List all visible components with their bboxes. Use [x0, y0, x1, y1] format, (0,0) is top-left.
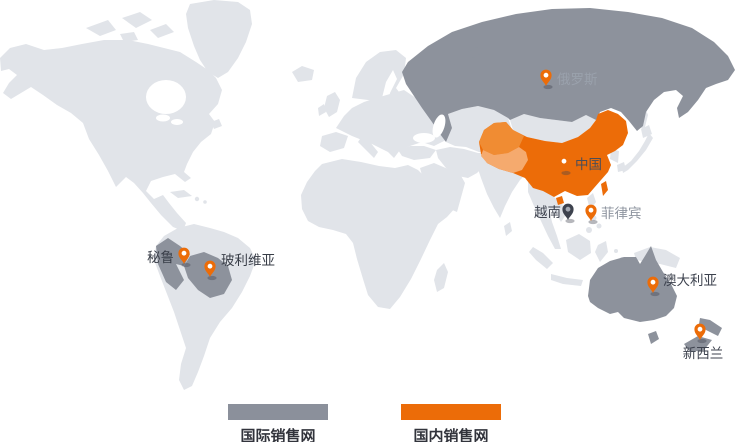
label-vietnam: 越南	[534, 205, 561, 220]
japan-honshu	[622, 133, 653, 173]
scandinavia	[352, 50, 406, 104]
mongolia	[510, 114, 596, 143]
caspian-sea	[432, 114, 446, 138]
novaya-zemlya	[448, 53, 465, 65]
borneo	[566, 234, 591, 260]
label-russia: 俄罗斯	[557, 72, 598, 87]
hainan	[556, 196, 564, 205]
iran-region	[436, 147, 488, 178]
arabia	[420, 163, 465, 212]
ireland	[318, 104, 326, 116]
continent-south-america	[154, 224, 256, 390]
label-australia: 澳大利亚	[663, 273, 717, 288]
turkey	[398, 146, 436, 160]
label-bolivia: 玻利维亚	[221, 253, 275, 268]
korea	[610, 149, 619, 163]
java	[551, 274, 583, 286]
iberia	[320, 132, 348, 152]
country-bolivia	[184, 252, 232, 298]
sulawesi	[595, 241, 608, 262]
hudson-bay	[146, 80, 186, 114]
country-russia	[402, 8, 735, 142]
great-lakes	[156, 114, 170, 122]
continent-africa	[301, 159, 456, 309]
iceland	[292, 66, 314, 82]
greenland	[186, 0, 252, 78]
new-guinea	[634, 247, 680, 268]
indochina	[528, 178, 567, 249]
black-sea	[413, 133, 435, 143]
cuba	[170, 190, 192, 198]
pin-philippines[interactable]	[585, 204, 598, 225]
label-philippines: 菲律宾	[601, 206, 642, 221]
italy	[358, 136, 378, 158]
madagascar	[434, 263, 448, 292]
pin-vietnam[interactable]	[562, 203, 575, 224]
country-australia	[588, 246, 677, 322]
label-peru: 秘鲁	[147, 250, 174, 265]
label-china: 中国	[575, 157, 602, 172]
label-new-zealand: 新西兰	[683, 346, 724, 361]
continent-north-america	[0, 12, 222, 231]
baltic-sea	[381, 70, 397, 103]
great-lakes	[171, 119, 183, 125]
united-kingdom	[324, 92, 340, 117]
tasmania	[648, 331, 659, 344]
sumatra	[529, 247, 553, 269]
new-zealand-north	[699, 318, 722, 336]
novaya-zemlya	[468, 47, 482, 58]
sri-lanka	[504, 222, 512, 236]
china-tibet	[481, 147, 528, 173]
taiwan	[601, 181, 608, 196]
country-china	[479, 110, 628, 205]
china-xinjiang	[479, 122, 524, 155]
southeast-asia-islands	[529, 193, 680, 286]
